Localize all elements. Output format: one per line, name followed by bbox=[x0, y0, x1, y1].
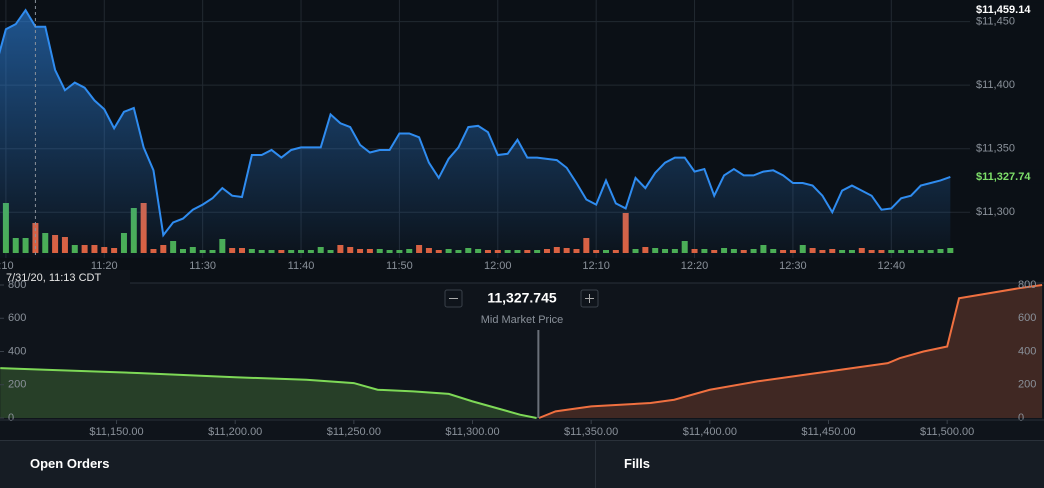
y-tick-label: 200 bbox=[8, 379, 26, 391]
y-tick-label: 800 bbox=[1018, 279, 1036, 291]
mid-caption: Mid Market Price bbox=[481, 314, 564, 326]
y-tick-label: $11,300 bbox=[976, 206, 1015, 218]
mid-price: 11,327.745 bbox=[487, 290, 557, 306]
x-tick-label: $11,200.00 bbox=[208, 426, 262, 438]
x-tick-label: :10 bbox=[0, 260, 14, 272]
depth-line bbox=[538, 284, 1043, 419]
tab[interactable]: Fills bbox=[624, 456, 651, 471]
x-tick-label: $11,350.00 bbox=[564, 426, 618, 438]
x-tick-label: 12:30 bbox=[779, 260, 807, 272]
y-tick-label: 0 bbox=[8, 412, 14, 424]
y-tick-label: 600 bbox=[8, 312, 26, 324]
x-tick-label: 12:20 bbox=[681, 260, 709, 272]
crosshair-label: 7/31/20, 11:13 CDT bbox=[6, 272, 101, 284]
minus-button[interactable] bbox=[444, 289, 463, 308]
x-tick-label: 11:50 bbox=[386, 260, 413, 272]
tab[interactable]: Open Orders bbox=[0, 441, 596, 488]
x-tick-label: $11,150.00 bbox=[89, 426, 143, 438]
depth-line bbox=[0, 367, 537, 419]
price-marker: $11,327.74 bbox=[976, 171, 1031, 183]
y-tick-label: $11,350 bbox=[976, 143, 1015, 155]
x-tick-label: 11:40 bbox=[288, 260, 315, 272]
y-tick-label: $11,450 bbox=[976, 16, 1015, 28]
x-tick-label: $11,400.00 bbox=[683, 426, 737, 438]
depth-area bbox=[538, 284, 1043, 418]
y-tick-label: $11,400 bbox=[976, 79, 1015, 91]
price-marker: $11,459.14 bbox=[976, 4, 1031, 16]
price-line bbox=[0, 8, 951, 238]
y-tick-label: 400 bbox=[8, 345, 26, 357]
x-tick-label: $11,300.00 bbox=[445, 426, 499, 438]
plus-button[interactable] bbox=[580, 289, 599, 308]
x-tick-label: 12:40 bbox=[878, 260, 906, 272]
x-tick-label: $11,450.00 bbox=[801, 426, 855, 438]
x-tick-label: $11,250.00 bbox=[327, 426, 381, 438]
price-marker-bg bbox=[972, 169, 1044, 184]
depth-area bbox=[0, 368, 537, 418]
price-area bbox=[0, 10, 951, 258]
tabs: Open Orders Fills bbox=[0, 440, 1044, 488]
x-tick-label: 11:20 bbox=[91, 260, 118, 272]
charts: 11,327.745 Mid Market Price :10 11:20 11:3… bbox=[0, 0, 1044, 438]
y-tick-label: 800 bbox=[8, 279, 26, 291]
y-tick-label: 400 bbox=[1018, 345, 1036, 357]
x-tick-label: $11,500.00 bbox=[920, 426, 974, 438]
crosshair-label-bg bbox=[0, 270, 130, 284]
x-tick-label: 11:30 bbox=[189, 260, 216, 272]
y-tick-label: 200 bbox=[1018, 379, 1036, 391]
y-tick-label: 600 bbox=[1018, 312, 1036, 324]
x-tick-label: 12:10 bbox=[582, 260, 610, 272]
price-marker-bg bbox=[972, 2, 1044, 17]
x-tick-label: 12:00 bbox=[484, 260, 512, 272]
y-tick-label: 0 bbox=[1018, 412, 1024, 424]
